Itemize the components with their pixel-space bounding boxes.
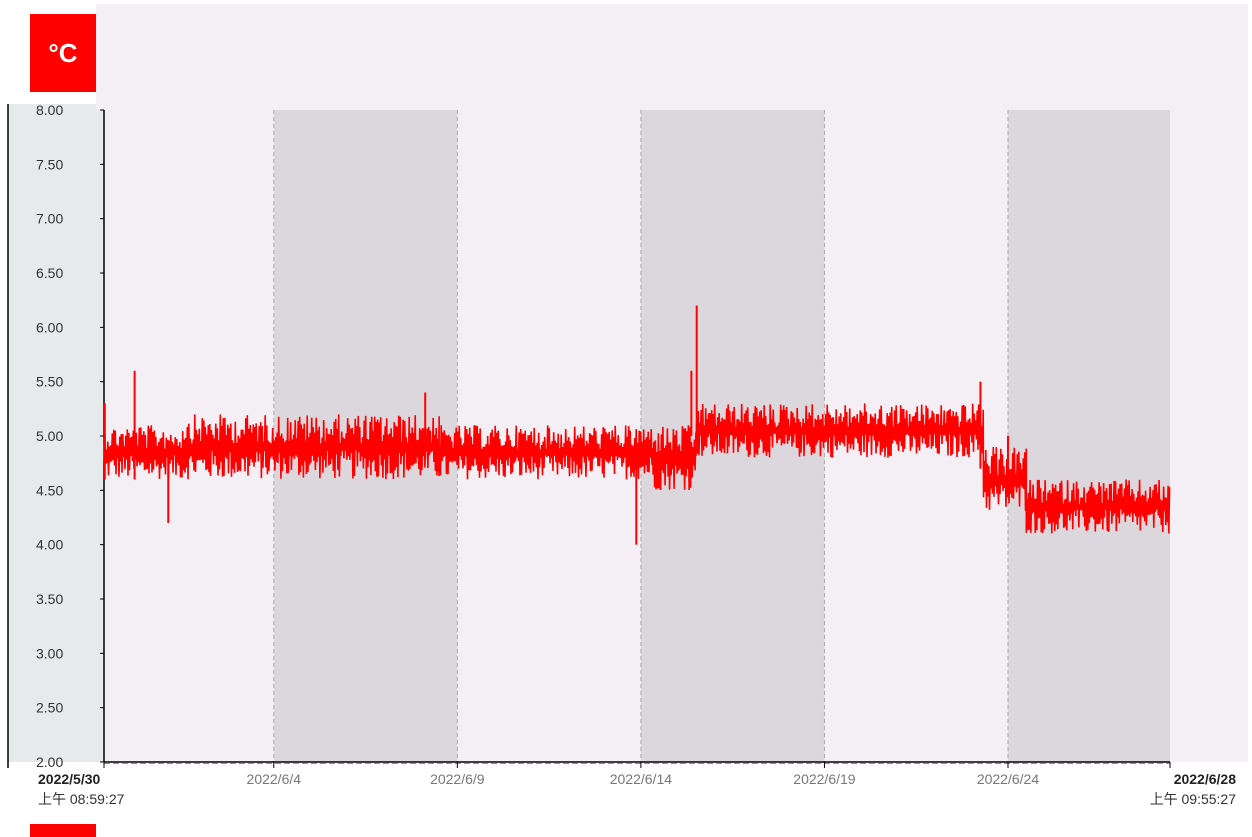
x-tick-date: 2022/6/19 — [793, 771, 855, 787]
y-tick-label: 4.00 — [36, 537, 63, 553]
x-tick-date: 2022/6/24 — [977, 771, 1039, 787]
x-tick-time: 上午 09:55:27 — [1150, 791, 1237, 807]
y-tick-label: 6.50 — [36, 265, 63, 281]
unit-label: °C — [48, 37, 78, 68]
series-line — [103, 403, 1171, 534]
x-tick-date: 2022/6/14 — [610, 771, 672, 787]
y-tick-label: 2.00 — [36, 754, 63, 770]
y-tick-label: 8.00 — [36, 102, 63, 118]
y-tick-label: 4.50 — [36, 482, 63, 498]
bottom-badge — [30, 824, 96, 837]
x-tick-date: 2022/6/9 — [430, 771, 485, 787]
y-tick-label: 7.00 — [36, 211, 63, 227]
y-axis-panel — [8, 104, 104, 762]
y-tick-label: 7.50 — [36, 156, 63, 172]
unit-badge: °C — [30, 14, 96, 92]
shaded-band — [1007, 110, 1170, 762]
y-tick-label: 5.50 — [36, 374, 63, 390]
y-tick-label: 3.00 — [36, 645, 63, 661]
y-tick-label: 3.50 — [36, 591, 63, 607]
x-tick-date: 2022/6/28 — [1174, 771, 1236, 787]
y-tick-label: 5.00 — [36, 428, 63, 444]
header-background — [96, 4, 104, 110]
y-tick-label: 6.00 — [36, 319, 63, 335]
x-tick-date: 2022/6/4 — [247, 771, 302, 787]
y-tick-label: 2.50 — [36, 700, 63, 716]
x-tick-date: 2022/5/30 — [38, 771, 100, 787]
x-tick-time: 上午 08:59:27 — [38, 791, 125, 807]
